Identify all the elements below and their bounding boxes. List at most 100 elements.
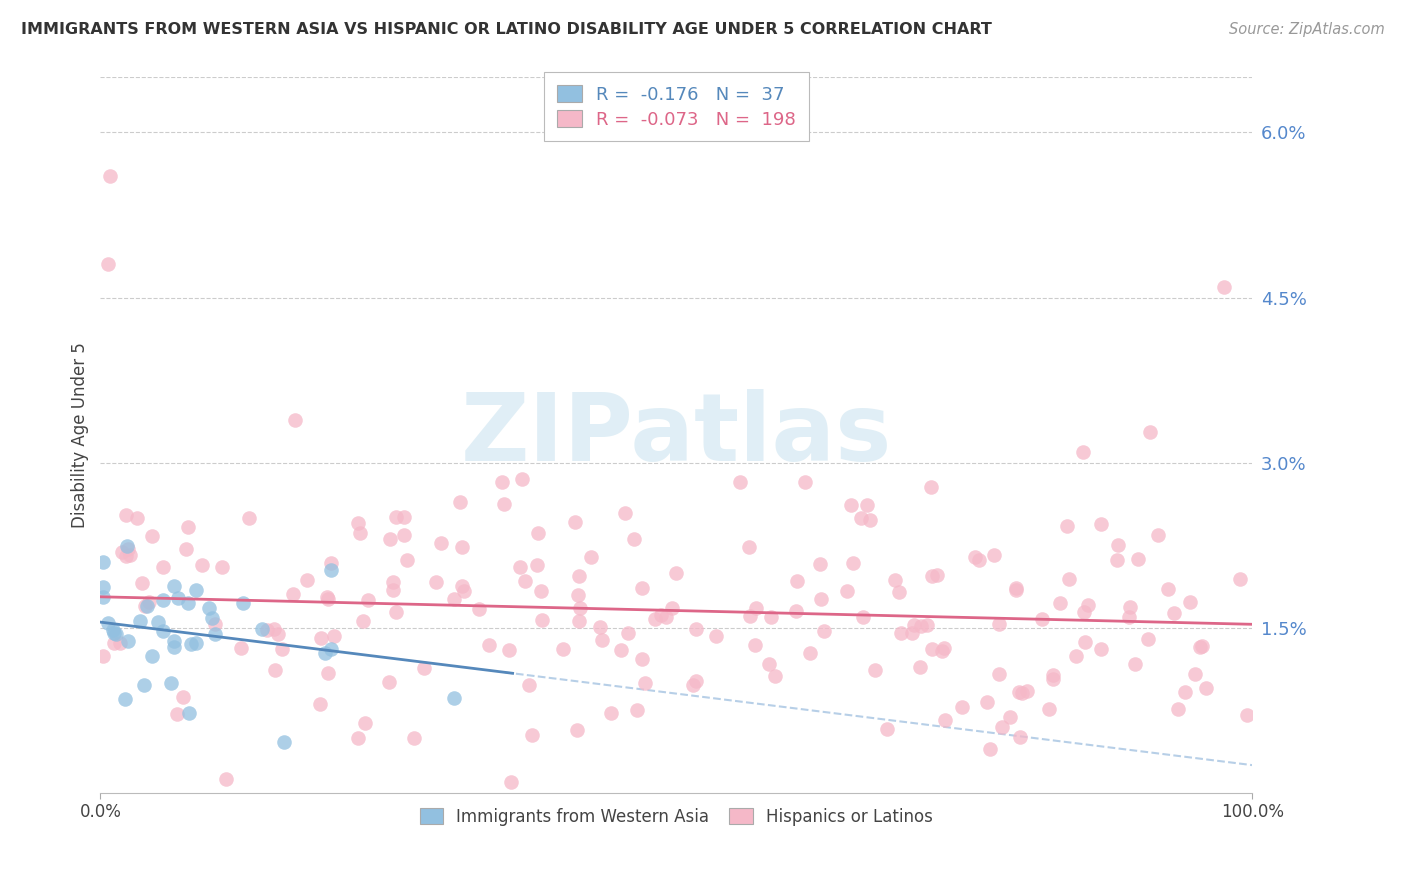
Point bbox=[316, 666, 339, 681]
Point bbox=[1178, 595, 1201, 609]
Text: IMMIGRANTS FROM WESTERN ASIA VS HISPANIC OR LATINO DISABILITY AGE UNDER 5 CORREL: IMMIGRANTS FROM WESTERN ASIA VS HISPANIC… bbox=[21, 22, 993, 37]
Point bbox=[799, 646, 821, 660]
Point bbox=[172, 690, 194, 705]
Point bbox=[108, 636, 131, 650]
Point bbox=[1042, 672, 1064, 686]
Point bbox=[114, 508, 136, 523]
Point bbox=[704, 630, 727, 644]
Point bbox=[131, 576, 153, 591]
Point bbox=[352, 614, 374, 628]
Point bbox=[201, 611, 224, 625]
Point bbox=[263, 663, 285, 677]
Point bbox=[1167, 702, 1189, 716]
Point bbox=[271, 641, 294, 656]
Point bbox=[915, 618, 938, 632]
Point bbox=[1163, 606, 1185, 620]
Point bbox=[510, 472, 533, 486]
Point bbox=[983, 548, 1005, 562]
Point bbox=[610, 642, 633, 657]
Point bbox=[160, 676, 183, 690]
Point bbox=[211, 559, 233, 574]
Point bbox=[315, 590, 337, 604]
Point bbox=[526, 526, 548, 541]
Point bbox=[685, 673, 707, 688]
Point bbox=[1184, 667, 1206, 681]
Point bbox=[148, 615, 170, 629]
Point bbox=[138, 595, 160, 609]
Point bbox=[404, 731, 426, 746]
Point bbox=[530, 583, 553, 598]
Point bbox=[443, 691, 465, 706]
Point bbox=[1189, 640, 1212, 655]
Point bbox=[180, 637, 202, 651]
Point bbox=[103, 626, 125, 640]
Point bbox=[644, 612, 666, 626]
Point bbox=[631, 581, 654, 595]
Point bbox=[887, 585, 910, 599]
Point bbox=[841, 556, 863, 570]
Point bbox=[744, 638, 766, 652]
Point bbox=[1126, 552, 1149, 566]
Point bbox=[232, 596, 254, 610]
Y-axis label: Disability Age Under 5: Disability Age Under 5 bbox=[72, 343, 89, 528]
Point bbox=[526, 558, 548, 573]
Point bbox=[167, 591, 190, 606]
Point bbox=[163, 633, 186, 648]
Point bbox=[309, 631, 332, 645]
Point bbox=[950, 700, 973, 714]
Point bbox=[1090, 517, 1112, 532]
Point bbox=[522, 728, 544, 742]
Point bbox=[967, 553, 990, 567]
Point bbox=[256, 624, 278, 638]
Point bbox=[921, 641, 943, 656]
Point bbox=[856, 498, 879, 512]
Point bbox=[162, 640, 184, 655]
Point bbox=[654, 610, 676, 624]
Point bbox=[1195, 681, 1218, 696]
Point bbox=[1212, 279, 1234, 293]
Point bbox=[349, 525, 371, 540]
Point bbox=[745, 600, 768, 615]
Point bbox=[1056, 519, 1078, 533]
Point bbox=[1008, 685, 1031, 699]
Point bbox=[786, 574, 808, 588]
Point bbox=[761, 610, 783, 624]
Point bbox=[839, 499, 862, 513]
Point bbox=[177, 519, 200, 533]
Point bbox=[204, 626, 226, 640]
Point bbox=[91, 590, 114, 604]
Point bbox=[115, 549, 138, 563]
Point bbox=[1049, 597, 1071, 611]
Point bbox=[103, 636, 125, 650]
Point bbox=[141, 648, 163, 663]
Point bbox=[1038, 702, 1060, 716]
Point bbox=[530, 613, 553, 627]
Text: Source: ZipAtlas.com: Source: ZipAtlas.com bbox=[1229, 22, 1385, 37]
Point bbox=[197, 601, 219, 615]
Point bbox=[152, 624, 174, 639]
Point bbox=[1031, 612, 1053, 626]
Point bbox=[813, 624, 835, 638]
Point bbox=[319, 556, 342, 570]
Point bbox=[1139, 425, 1161, 440]
Point bbox=[903, 618, 925, 632]
Point bbox=[378, 533, 401, 547]
Point bbox=[738, 609, 761, 624]
Point bbox=[184, 636, 207, 650]
Point bbox=[238, 511, 260, 525]
Point bbox=[876, 722, 898, 736]
Point bbox=[569, 600, 592, 615]
Point bbox=[136, 599, 159, 613]
Point bbox=[394, 510, 416, 524]
Point bbox=[519, 678, 541, 692]
Point bbox=[859, 513, 882, 527]
Point bbox=[346, 516, 368, 531]
Point bbox=[553, 642, 575, 657]
Point bbox=[152, 593, 174, 607]
Point bbox=[634, 676, 657, 690]
Point bbox=[357, 593, 380, 607]
Point bbox=[976, 695, 998, 709]
Point bbox=[115, 539, 138, 553]
Point bbox=[1005, 581, 1028, 595]
Point bbox=[564, 515, 586, 529]
